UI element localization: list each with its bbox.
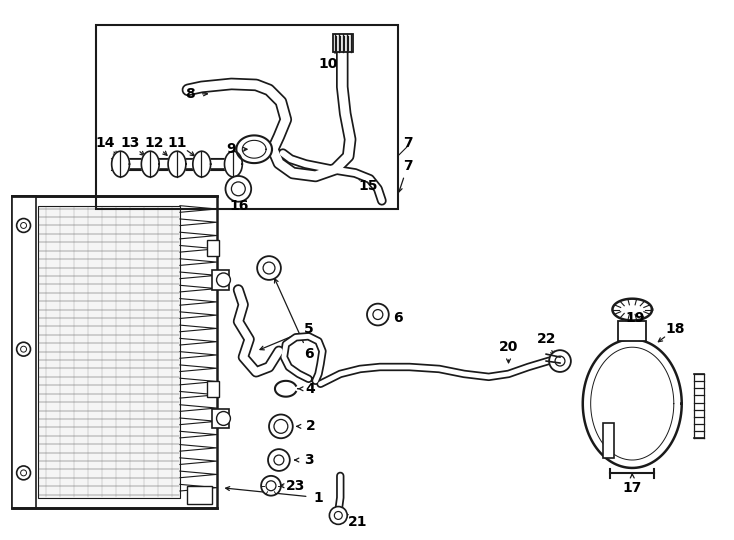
Circle shape (257, 256, 281, 280)
Circle shape (367, 303, 389, 326)
Polygon shape (168, 151, 186, 177)
Circle shape (274, 455, 284, 465)
Polygon shape (583, 339, 682, 468)
Bar (12, 196, 217, 508)
Bar (211, 409, 230, 428)
Bar (603, 423, 614, 458)
Text: 14: 14 (95, 136, 115, 150)
Circle shape (217, 273, 230, 287)
Bar (618, 321, 646, 341)
Text: 8: 8 (185, 87, 195, 101)
Text: 16: 16 (230, 199, 249, 213)
Circle shape (17, 342, 31, 356)
Circle shape (17, 466, 31, 480)
Text: 18: 18 (665, 322, 685, 336)
Text: 7: 7 (403, 136, 413, 150)
Circle shape (231, 182, 245, 196)
Text: 6: 6 (393, 310, 402, 325)
Circle shape (549, 350, 571, 372)
Text: 1: 1 (313, 491, 324, 505)
Circle shape (21, 222, 26, 228)
Text: 6: 6 (304, 347, 313, 361)
Text: 12: 12 (145, 136, 164, 150)
Circle shape (330, 507, 347, 524)
Bar (96, 24, 398, 208)
Text: 5: 5 (304, 322, 313, 336)
Text: 21: 21 (349, 515, 368, 529)
Circle shape (225, 176, 251, 202)
Circle shape (21, 346, 26, 352)
Text: 20: 20 (499, 340, 518, 354)
Polygon shape (275, 381, 296, 397)
Bar (333, 35, 353, 52)
Text: 17: 17 (622, 481, 642, 495)
Circle shape (21, 470, 26, 476)
Text: 3: 3 (304, 453, 313, 467)
Bar (207, 240, 219, 256)
Text: 7: 7 (403, 159, 413, 173)
Circle shape (217, 411, 230, 426)
Text: 9: 9 (227, 142, 236, 156)
Text: 10: 10 (319, 57, 338, 71)
Text: 13: 13 (121, 136, 140, 150)
Polygon shape (612, 299, 652, 320)
Text: 4: 4 (306, 382, 316, 396)
Circle shape (555, 356, 565, 366)
Circle shape (261, 476, 281, 496)
Text: 22: 22 (537, 332, 556, 346)
Text: 19: 19 (625, 310, 645, 325)
Text: 23: 23 (286, 479, 305, 493)
Bar (187, 486, 211, 504)
Text: 11: 11 (167, 136, 186, 150)
Polygon shape (225, 151, 242, 177)
Circle shape (373, 309, 383, 320)
Circle shape (263, 262, 275, 274)
Polygon shape (236, 136, 272, 163)
Bar (211, 270, 230, 290)
Polygon shape (112, 151, 129, 177)
Bar (38, 206, 180, 498)
Circle shape (335, 511, 342, 519)
Circle shape (266, 481, 276, 491)
Circle shape (274, 420, 288, 433)
Text: 2: 2 (306, 420, 316, 434)
Bar (12, 196, 37, 508)
Text: 15: 15 (358, 179, 378, 193)
Circle shape (269, 415, 293, 438)
Bar (207, 381, 219, 397)
Polygon shape (193, 151, 211, 177)
Circle shape (17, 219, 31, 232)
Circle shape (268, 449, 290, 471)
Polygon shape (142, 151, 159, 177)
